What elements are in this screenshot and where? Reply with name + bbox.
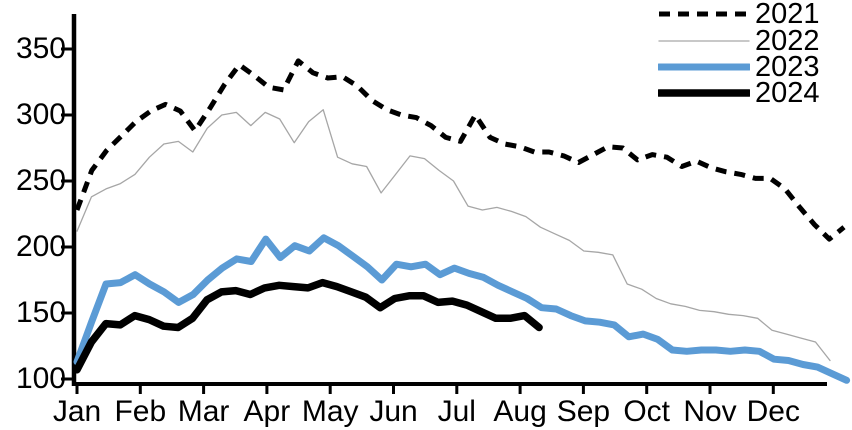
x-axis-tick-label: Dec <box>746 395 800 428</box>
y-axis-tick-label: 300 <box>15 98 66 131</box>
series-line-2024 <box>73 278 543 374</box>
x-axis-tick-label: Mar <box>177 395 230 428</box>
legend-label: 2022 <box>755 25 820 57</box>
series-line-2021 <box>74 58 846 242</box>
legend-line-glyph <box>658 40 750 42</box>
legend-item-2022: 2022 <box>658 25 850 57</box>
legend-label: 2023 <box>755 51 820 83</box>
y-axis-tick-label: 100 <box>15 362 66 395</box>
legend-label: 2021 <box>755 0 820 30</box>
y-axis-tick-label: 150 <box>15 296 66 329</box>
legend-item-2023: 2023 <box>658 51 850 83</box>
legend-item-2024: 2024 <box>658 77 850 109</box>
y-axis-tick-label: 250 <box>15 164 66 197</box>
legend-line-glyph <box>659 11 749 17</box>
x-axis-tick-label: Apr <box>243 395 291 428</box>
legend-item-2021: 2021 <box>658 0 850 30</box>
y-axis-tick-label: 350 <box>15 32 66 65</box>
legend-line-glyph <box>658 89 750 97</box>
x-axis-tick-label: Sep <box>556 395 611 428</box>
x-axis-tick-label: Jul <box>437 395 476 428</box>
legend-line-sample-gray <box>658 35 750 47</box>
x-axis-tick-label: Aug <box>493 395 547 428</box>
y-axis-tick-label: 200 <box>15 230 66 263</box>
x-axis-tick-label: Jun <box>369 395 418 428</box>
legend-line-sample-blue <box>658 61 750 73</box>
x-axis-tick-label: Oct <box>623 395 671 428</box>
series-line-2022 <box>76 109 831 362</box>
legend-line-sample-black <box>658 87 750 99</box>
x-axis-tick-label: Feb <box>114 395 167 428</box>
legend-label: 2024 <box>755 77 820 109</box>
x-axis-tick-label: May <box>301 395 359 428</box>
x-axis-tick-label: Nov <box>683 395 737 428</box>
x-axis-tick-label: Jan <box>52 395 102 428</box>
series-line-2023 <box>73 234 851 384</box>
legend-line-sample-dashed <box>658 8 750 20</box>
legend-line-glyph <box>658 63 750 71</box>
